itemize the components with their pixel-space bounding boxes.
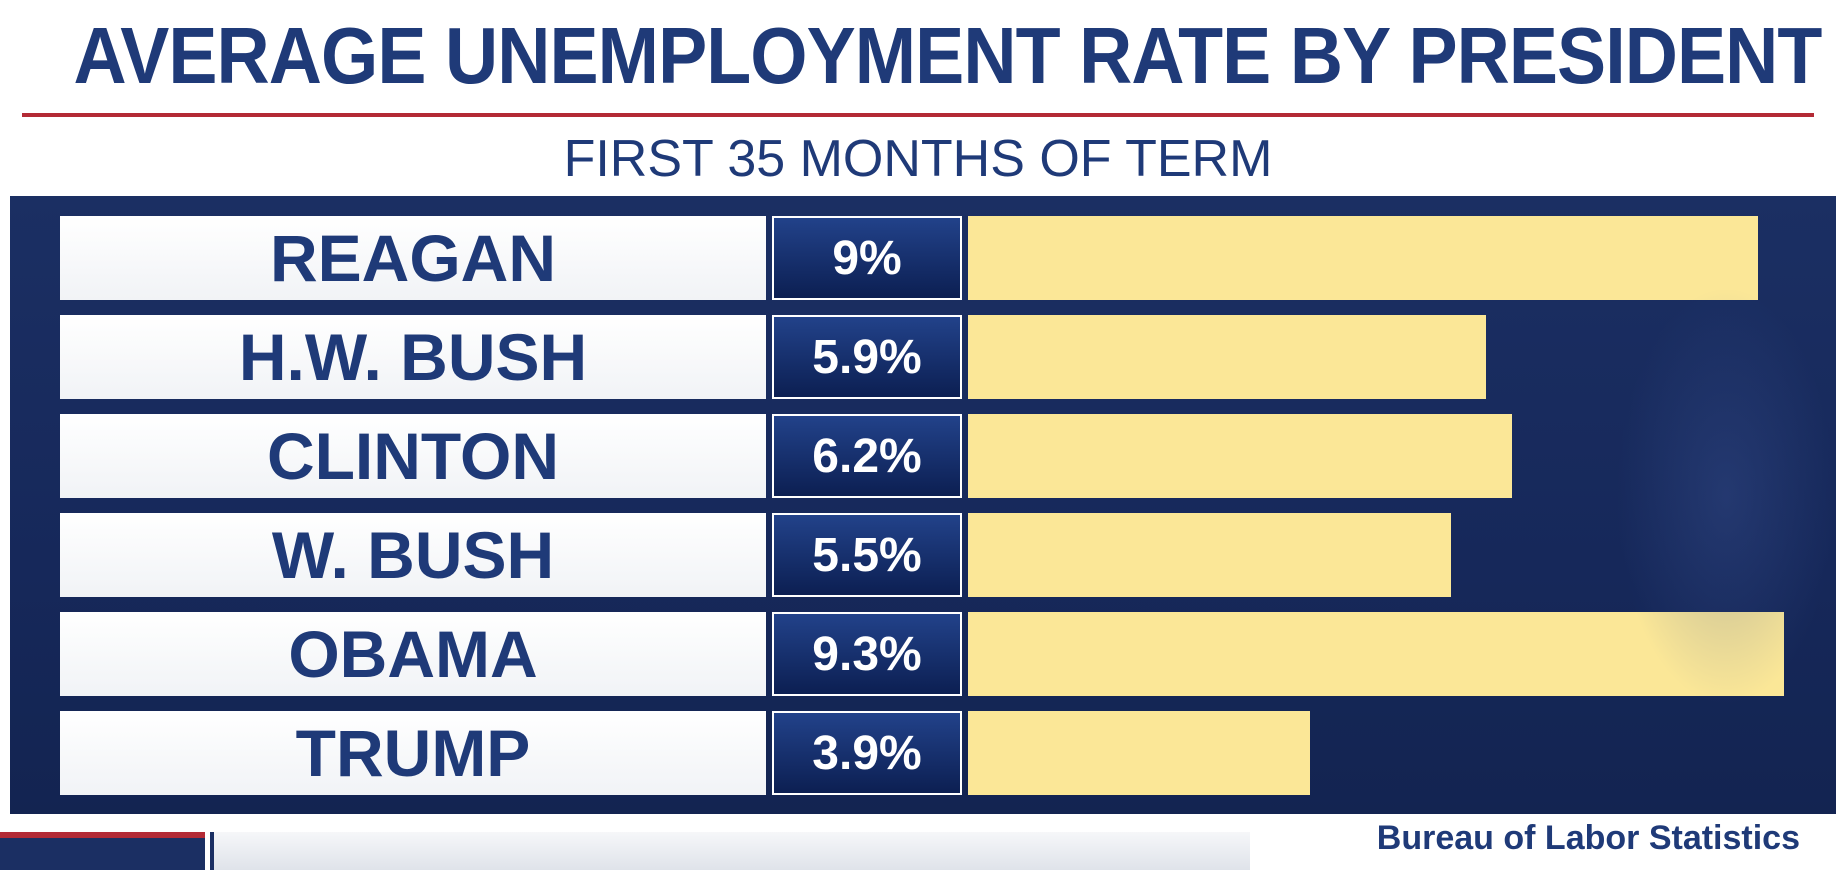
bar [968,216,1758,300]
value-label: 5.9% [772,315,962,399]
bar-row: H.W. BUSH 5.9% [10,315,1836,399]
bar-row: TRUMP 3.9% [10,711,1836,795]
value-label: 6.2% [772,414,962,498]
category-label: W. BUSH [60,513,766,597]
title-divider [22,113,1814,117]
bar-row: W. BUSH 5.5% [10,513,1836,597]
bar [968,414,1512,498]
bar [968,513,1451,597]
chart-title: AVERAGE UNEMPLOYMENT RATE BY PRESIDENT [73,11,1822,100]
bar-row: OBAMA 9.3% [10,612,1836,696]
bar-row: CLINTON 6.2% [10,414,1836,498]
category-label: OBAMA [60,612,766,696]
category-label: REAGAN [60,216,766,300]
bar [968,612,1784,696]
category-label: TRUMP [60,711,766,795]
category-label: CLINTON [60,414,766,498]
bar [968,315,1486,399]
chart-subtitle: FIRST 35 MONTHS OF TERM [563,130,1273,188]
network-logo-box [0,832,205,870]
source-label: Bureau of Labor Statistics [1376,819,1800,857]
value-label: 9.3% [772,612,962,696]
value-label: 3.9% [772,711,962,795]
bar-row: REAGAN 9% [10,216,1836,300]
chart-panel: REAGAN 9% H.W. BUSH 5.9% CLINTON 6.2% W. BUSH 5… [10,196,1836,814]
bar [968,711,1310,795]
lower-third-ticker [210,832,1250,870]
value-label: 9% [772,216,962,300]
category-label: H.W. BUSH [60,315,766,399]
value-label: 5.5% [772,513,962,597]
